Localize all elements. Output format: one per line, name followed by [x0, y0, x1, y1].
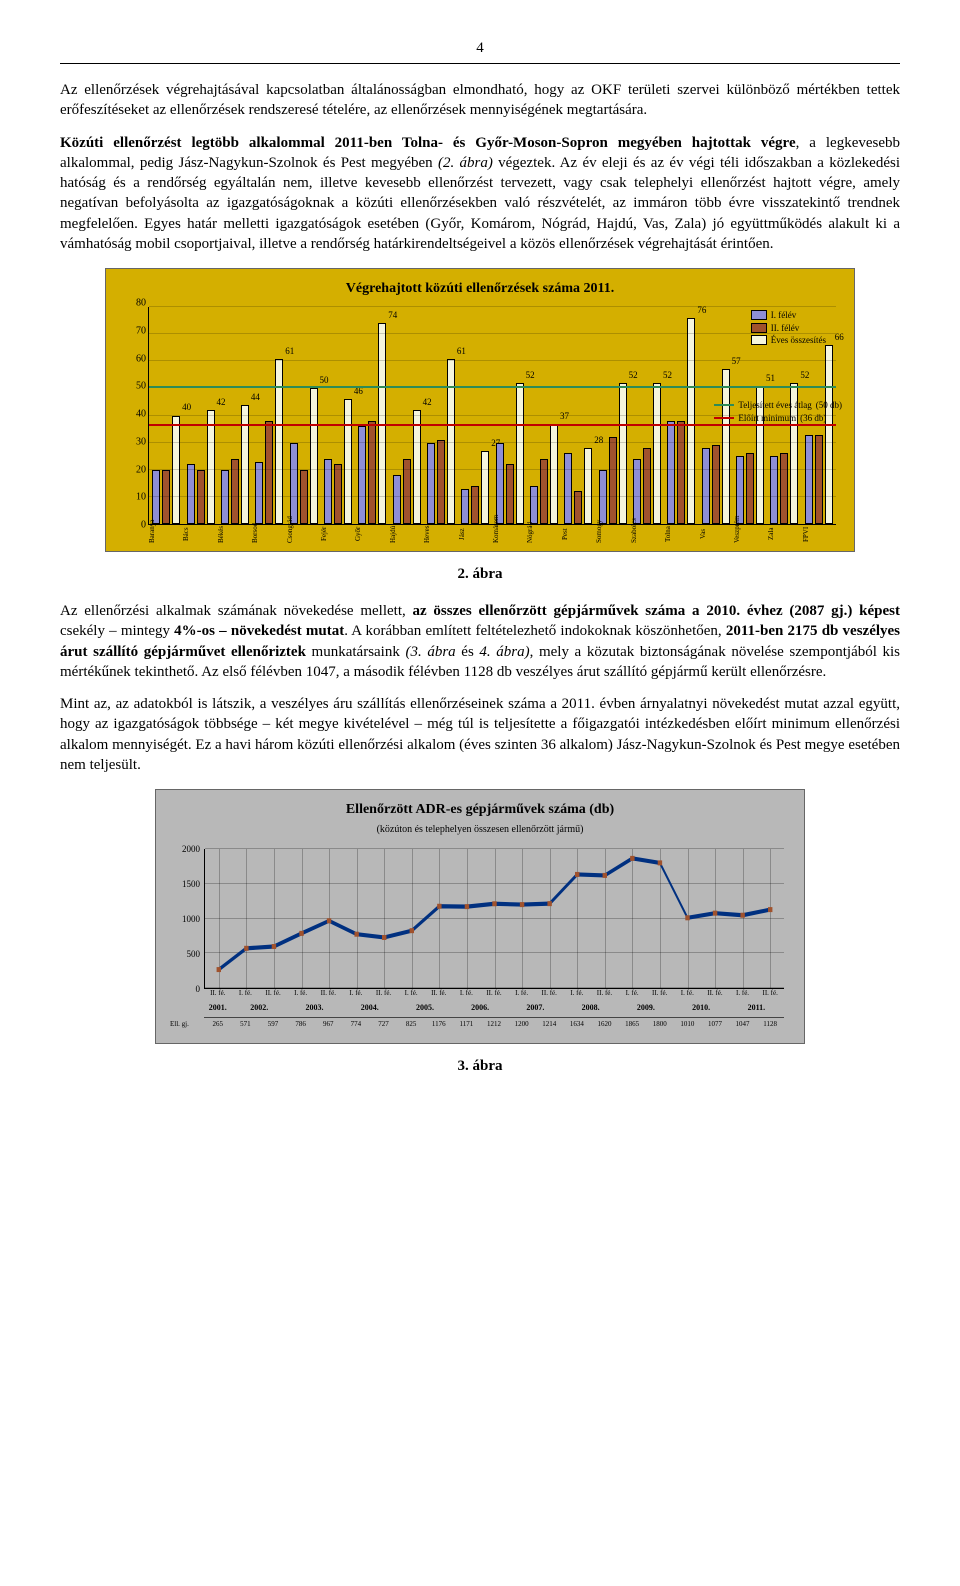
- paragraph-1: Az ellenőrzések végrehajtásával kapcsola…: [60, 80, 900, 121]
- chart1-title: Végrehajtott közúti ellenőrzések száma 2…: [120, 281, 840, 297]
- para2-bold: Közúti ellenőrzést legtöbb alkalommal 20…: [60, 135, 796, 151]
- header-rule: [60, 63, 900, 64]
- chart2-container: Ellenőrzött ADR-es gépjárművek száma (db…: [155, 789, 805, 1044]
- chart2-subtitle: (közúton és telephelyen összesen ellenőr…: [170, 824, 790, 835]
- paragraph-2: Közúti ellenőrzést legtöbb alkalommal 20…: [60, 133, 900, 255]
- chart1-container: Végrehajtott közúti ellenőrzések száma 2…: [105, 268, 855, 552]
- paragraph-3: Az ellenőrzési alkalmak számának növeked…: [60, 601, 900, 682]
- chart2-stage: 0500100015002000 II. fé.I. fé.II. fé.I. …: [170, 845, 790, 1035]
- fig3-caption: 3. ábra: [60, 1058, 900, 1075]
- page-number: 4: [60, 40, 900, 57]
- chart2-title: Ellenőrzött ADR-es gépjárművek száma (db…: [170, 802, 790, 818]
- chart1-stage: 01020304050607080 4042446150467442612752…: [120, 303, 840, 543]
- fig2-caption: 2. ábra: [60, 566, 900, 583]
- paragraph-4: Mint az, az adatokból is látszik, a vesz…: [60, 694, 900, 775]
